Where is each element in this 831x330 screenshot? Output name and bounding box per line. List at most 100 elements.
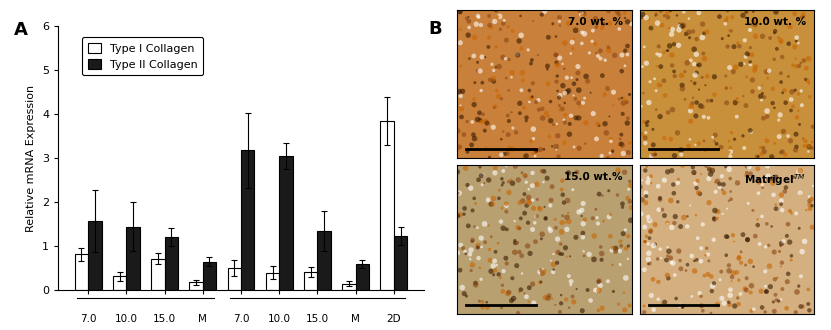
Point [540,176,553,181]
Point [615,243,628,248]
Point [764,284,777,289]
Point [744,259,757,264]
Point [693,191,706,196]
Point [513,226,526,231]
Point [635,132,648,137]
Point [554,242,568,247]
Point [701,252,715,257]
Point [484,234,498,240]
Bar [304,272,317,290]
Point [592,221,605,226]
Point [655,83,668,88]
Point [575,208,588,213]
Point [667,220,681,226]
Point [541,67,554,72]
Point [760,108,774,114]
Point [479,119,492,124]
Point [760,69,773,74]
Point [454,27,467,32]
Point [596,25,609,30]
Point [497,129,510,134]
Point [526,81,539,86]
Point [552,154,565,159]
Point [660,257,673,263]
Bar [266,273,279,290]
Point [636,178,649,183]
Point [617,231,630,236]
Point [550,260,563,265]
Point [789,310,803,315]
Point [501,291,514,296]
Point [743,164,756,169]
Point [503,57,516,62]
Point [570,286,583,292]
Point [583,50,596,55]
Point [773,21,786,27]
Point [462,223,475,228]
Point [486,202,499,207]
Point [558,100,572,106]
Point [597,21,610,27]
Point [640,164,653,170]
Point [671,130,684,135]
Point [804,206,817,211]
Point [592,308,605,313]
Point [637,44,651,50]
Point [786,63,799,68]
Point [463,25,476,30]
Point [742,52,755,57]
Point [483,154,496,160]
Point [647,127,660,132]
Point [482,223,495,228]
Point [468,80,481,85]
Point [734,62,747,67]
Point [722,167,735,172]
Point [642,214,655,219]
Point [764,35,777,41]
Point [623,199,637,204]
Point [684,118,697,124]
Point [522,198,535,204]
Point [746,18,760,23]
Point [639,190,652,195]
Point [681,224,694,229]
Point [671,199,685,204]
Point [618,48,632,53]
Point [513,249,526,255]
Point [784,208,797,214]
Point [653,52,666,58]
Point [566,187,579,192]
Point [720,206,734,211]
Point [526,183,539,188]
Point [638,135,652,141]
Point [534,269,547,275]
Point [458,291,471,296]
Point [723,163,736,168]
Point [563,121,577,126]
Point [642,257,655,262]
Point [553,103,566,108]
Point [658,13,671,18]
Point [612,302,625,307]
Point [541,63,554,69]
Point [702,176,715,181]
Point [521,243,534,248]
Point [588,233,601,239]
Bar [317,231,331,290]
Point [581,79,594,84]
Point [613,248,627,254]
Point [617,100,630,106]
Point [759,244,772,249]
Point [738,61,751,66]
Point [668,272,681,278]
Point [782,41,795,46]
Point [784,24,797,29]
Point [604,234,617,239]
Point [536,271,549,276]
Point [752,190,765,196]
Point [768,277,781,282]
Point [625,21,638,27]
Point [595,257,608,262]
Point [476,305,489,310]
Point [480,120,494,126]
